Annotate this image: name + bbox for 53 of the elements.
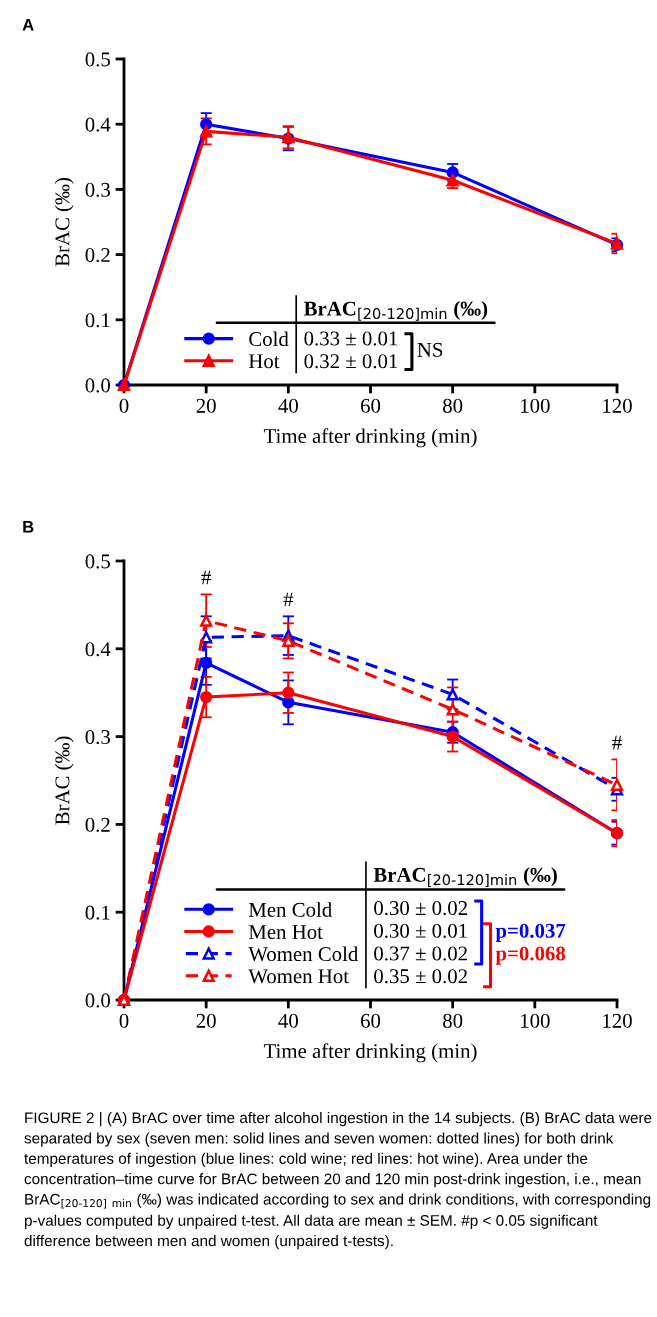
- y-axis-title: BrAC (‰): [54, 736, 74, 825]
- x-tick-label: 80: [443, 1013, 463, 1028]
- y-tick-label: 0.4: [85, 117, 111, 132]
- legend-label: Men Hot: [248, 925, 323, 939]
- annotation: p=0.037: [495, 923, 566, 943]
- legend-label: Cold: [249, 331, 289, 347]
- x-tick-label: 60: [360, 398, 381, 413]
- chart-title: B: [23, 521, 34, 533]
- y-tick-label: 0.5: [85, 52, 110, 67]
- y-tick-label: 0.3: [85, 182, 110, 197]
- x-tick-label: 0: [119, 398, 129, 413]
- annotation: BrAC$_{[20-120]min}$ (‰): [303, 301, 488, 321]
- x-axis-title: Time after drinking (min): [263, 428, 477, 448]
- y-tick-label: 0.1: [85, 905, 110, 920]
- annotation: #: [612, 735, 622, 750]
- x-tick-label: 100: [521, 1013, 550, 1028]
- x-tick-label: 20: [196, 1013, 216, 1028]
- x-tick-label: 0: [119, 1013, 129, 1028]
- y-tick-label: 0.2: [85, 817, 110, 832]
- y-tick-label: 0.0: [85, 993, 111, 1008]
- legend-label: Women Cold: [248, 946, 359, 962]
- x-axis-title: Time after drinking (min): [263, 1043, 477, 1063]
- x-tick-label: 40: [278, 398, 298, 413]
- annotation: NS: [417, 342, 443, 357]
- annotation: 0.35 ± 0.02: [374, 969, 467, 984]
- y-tick-label: 0.4: [85, 642, 111, 657]
- legend-label: Women Hot: [248, 969, 349, 984]
- y-tick-label: 0.0: [85, 378, 111, 393]
- annotation: 0.33 ± 0.01: [304, 331, 398, 346]
- chart-title: A: [22, 19, 34, 31]
- x-tick-label: 100: [521, 398, 550, 413]
- x-tick-label: 40: [278, 1013, 298, 1028]
- y-tick-label: 0.2: [85, 247, 110, 263]
- annotation: #: [283, 592, 294, 607]
- x-tick-label: 60: [360, 1013, 381, 1028]
- y-axis-title: BrAC (‰): [54, 178, 74, 267]
- annotation: BrAC$_{[20-120]min}$ (‰): [373, 867, 557, 887]
- legend-label: Men Cold: [248, 902, 332, 917]
- x-tick-label: 120: [603, 398, 632, 413]
- annotation: 0.37 ± 0.02: [374, 946, 467, 961]
- annotation: 0.30 ± 0.01: [374, 923, 467, 938]
- annotation: #: [201, 570, 211, 585]
- annotation: p=0.068: [495, 946, 566, 965]
- annotation: 0.30 ± 0.02: [374, 901, 467, 916]
- x-tick-label: 120: [603, 1013, 632, 1028]
- y-tick-label: 0.3: [85, 729, 110, 745]
- text: FIGURE 2 | (A) BrAC over time after alcohol ingestion in the 14 subjects. (B) BrAC data were separated by sex (seven men: solid lines and seven women: dotted lines) for both drink temperatures of ingestion (blue lines: cold wine; red lines: hot wine). Area under the concentration–time curve for BrAC between 20 and 120 min post-drink ingestion, i.e., mean BrAC$_{[20-120] min}$ (‰) was indicated according to sex and drink conditions, with corresponding p-values computed by unpaired t-test. All data are mean ± SEM. #p < 0.05 significant difference between men and women (unpaired t-tests).: [24, 1112, 652, 1250]
- y-tick-label: 0.1: [85, 313, 110, 328]
- x-tick-label: 80: [443, 398, 463, 413]
- annotation: 0.32 ± 0.01: [304, 354, 398, 369]
- x-tick-label: 20: [196, 398, 216, 413]
- y-tick-label: 0.5: [85, 554, 110, 569]
- legend-label: Hot: [248, 354, 280, 369]
